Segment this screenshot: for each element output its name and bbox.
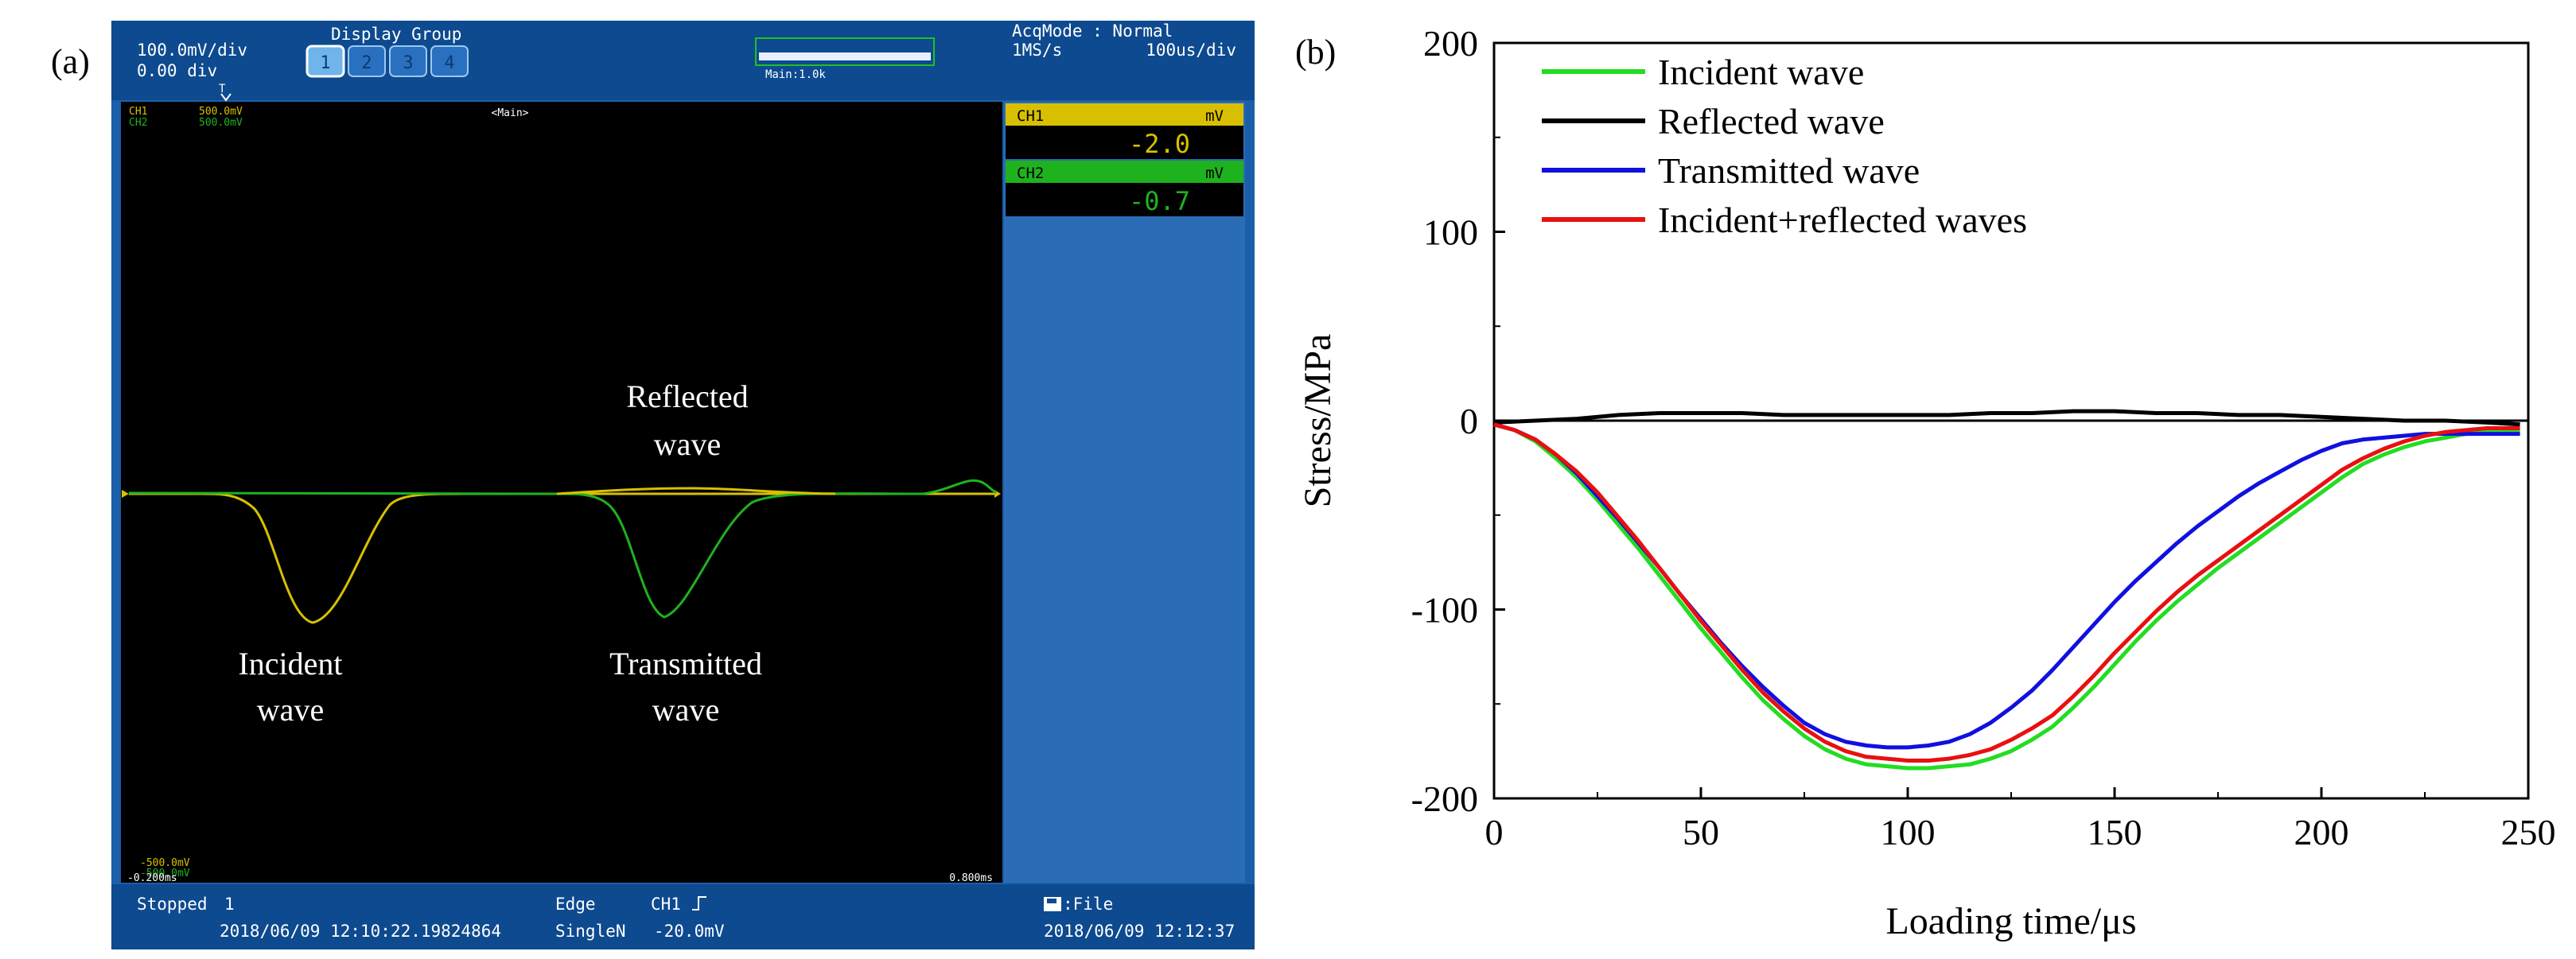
series-line-incident-reflected-waves (1493, 422, 2520, 763)
panel-a-label: (a) (51, 42, 90, 81)
main-window-label: <Main> (492, 107, 529, 119)
record-number: 1 (224, 895, 235, 914)
stress-chart: -200 -100 0 100 200 0 50 100 150 200 250 Incident … (1297, 23, 2556, 942)
ch2-waveform (128, 479, 997, 619)
incident-annotation: Incident (238, 646, 342, 681)
oscilloscope-screen: 100.0mV/div 0.00 div Display Group 1 2 3… (111, 21, 1255, 949)
display-group-button-2[interactable] (348, 45, 386, 77)
series-line-reflected-wave (1493, 409, 2520, 427)
ch2-scale: 500.0mV (199, 117, 243, 129)
legend-label: Transmitted wave (1658, 150, 1920, 191)
ch1-tag: CH1 (129, 106, 147, 118)
display-group-button-label: 4 (444, 53, 454, 73)
zoom-overview[interactable] (755, 37, 935, 66)
display-group-button-label: 1 (320, 53, 330, 73)
trigger-type: Edge (555, 895, 596, 914)
transmitted-annotation: wave (652, 692, 719, 728)
display-group-button-label: 3 (403, 53, 413, 73)
volt-div-readout: 100.0mV/div (137, 41, 247, 60)
acq-mode-readout: AcqMode : Normal (1012, 21, 1173, 41)
chart-legend: Incident wave Reflected wave Transmitted w… (1542, 52, 2027, 240)
time-start-readout: -0.200ms (127, 872, 177, 884)
ch1-waveform (129, 492, 994, 624)
x-axis-label: Loading time/μs (1885, 900, 2136, 942)
file-label[interactable]: :File (1063, 895, 1113, 914)
ch2-readout-unit: mV (1205, 165, 1224, 182)
x-tick-label: 250 (2501, 812, 2556, 852)
bottom-scale-ch1: -500.0mV (140, 857, 190, 869)
series-line-incident-wave (1493, 422, 2520, 771)
transmitted-annotation: Transmitted (609, 646, 762, 681)
ch1-scale: 500.0mV (199, 106, 243, 118)
y-tick-label: 200 (1423, 23, 1478, 64)
zoom-window-bar (759, 52, 931, 60)
trigger-channel: CH1 (651, 895, 681, 914)
bottom-scale-ch2: -500.0mV (140, 868, 190, 879)
ch2-readout-value: -0.7 (1129, 186, 1190, 216)
timestamp-right: 2018/06/09 12:12:37 (1044, 922, 1235, 941)
time-div-readout: 100us/div (1146, 41, 1236, 60)
display-group-button-label: 2 (361, 53, 372, 73)
x-tick-label: 150 (2088, 812, 2142, 852)
display-group-button-1[interactable] (305, 45, 345, 78)
x-tick-label: 200 (2294, 812, 2349, 852)
ch1-readout-box: CH1 mV -2.0 (1006, 103, 1243, 159)
scope-side-panel (1004, 102, 1245, 883)
offset-readout: 0.00 div (137, 61, 217, 80)
legend-label: Reflected wave (1658, 101, 1885, 142)
sample-rate-readout: 1MS/s (1012, 41, 1062, 60)
y-tick-label: 100 (1423, 212, 1478, 253)
ch1-readout-header (1006, 103, 1243, 126)
y-tick-label: -100 (1411, 590, 1478, 631)
series-line-transmitted-wave (1493, 422, 2520, 750)
acquisition-state: Stopped (137, 895, 208, 914)
scope-header (111, 21, 1255, 100)
main-zoom-readout: Main:1.0k (765, 68, 826, 81)
legend-label: Incident wave (1658, 52, 1864, 92)
ch1-readout-channel: CH1 (1017, 107, 1044, 125)
ch2-readout-header (1006, 161, 1243, 183)
ch2-tag: CH2 (129, 117, 147, 129)
trigger-position-arrow-icon (220, 93, 232, 102)
chart-series (1493, 409, 2520, 771)
ground-marker-icon[interactable] (122, 490, 129, 498)
trigger-level: -20.0mV (654, 922, 725, 941)
x-tick-label: 50 (1683, 812, 1719, 852)
ch1-reflected-segment (556, 487, 836, 495)
panel-b-label: (b) (1295, 33, 1336, 72)
reflected-annotation: wave (654, 426, 721, 462)
timestamp-left: 2018/06/09 12:10:22.19824864 (220, 922, 501, 941)
display-group-buttons: 1 2 3 4 (305, 45, 469, 78)
reflected-annotation: Reflected (626, 379, 748, 414)
y-axis-label: Stress/MPa (1297, 334, 1339, 508)
ch2-readout-box: CH2 mV -0.7 (1006, 161, 1243, 216)
ch1-readout-value: -2.0 (1129, 129, 1190, 159)
trigger-mode: SingleN (555, 922, 626, 941)
x-tick-label: 0 (1485, 812, 1504, 852)
ch2-readout-channel: CH2 (1017, 165, 1044, 182)
ch2-readout-value-box (1006, 183, 1243, 216)
display-group-button-4[interactable] (430, 45, 469, 77)
y-tick-label: 0 (1460, 401, 1478, 441)
legend-label: Incident+reflected waves (1658, 200, 2027, 240)
rising-edge-icon (692, 896, 706, 910)
x-tick-label: 100 (1881, 812, 1936, 852)
ch1-readout-unit: mV (1205, 107, 1224, 125)
disk-icon[interactable] (1044, 897, 1061, 911)
ch1-readout-value-box (1006, 126, 1243, 159)
trigger-position-label: T (219, 83, 226, 95)
scope-status-bar (111, 884, 1255, 949)
y-tick-label: -200 (1411, 778, 1478, 819)
display-group-button-3[interactable] (389, 45, 427, 77)
display-group-title: Display Group (331, 25, 461, 44)
incident-annotation: wave (257, 692, 324, 728)
time-end-readout: 0.800ms (949, 872, 993, 884)
zoom-window-outline (755, 37, 935, 66)
